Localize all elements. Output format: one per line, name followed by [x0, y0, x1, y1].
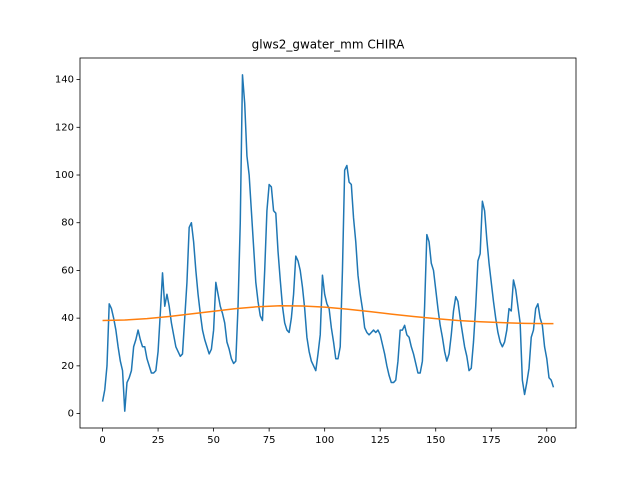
- y-tick-label: 120: [55, 122, 74, 133]
- x-tick-label: 75: [263, 435, 276, 446]
- y-tick-label: 100: [55, 170, 74, 181]
- x-tick-label: 25: [152, 435, 165, 446]
- data-line: [101, 74, 555, 412]
- x-tick-label: 0: [99, 435, 105, 446]
- x-tick-label: 200: [537, 435, 556, 446]
- x-tick-label: 175: [482, 435, 501, 446]
- data-line: [102, 304, 554, 325]
- x-tick-label: 150: [426, 435, 445, 446]
- chart-title: glws2_gwater_mm CHIRA: [252, 38, 405, 52]
- plot-frame: [79, 57, 577, 429]
- y-tick-label: 140: [55, 75, 74, 86]
- x-tick-label: 50: [207, 435, 220, 446]
- y-tick-label: 80: [61, 218, 74, 229]
- y-tick-label: 40: [61, 313, 74, 324]
- y-tick-label: 20: [61, 361, 74, 372]
- y-tick-label: 60: [61, 265, 74, 276]
- y-tick-label: 0: [68, 409, 74, 420]
- x-tick-label: 125: [371, 435, 390, 446]
- x-tick-label: 100: [315, 435, 334, 446]
